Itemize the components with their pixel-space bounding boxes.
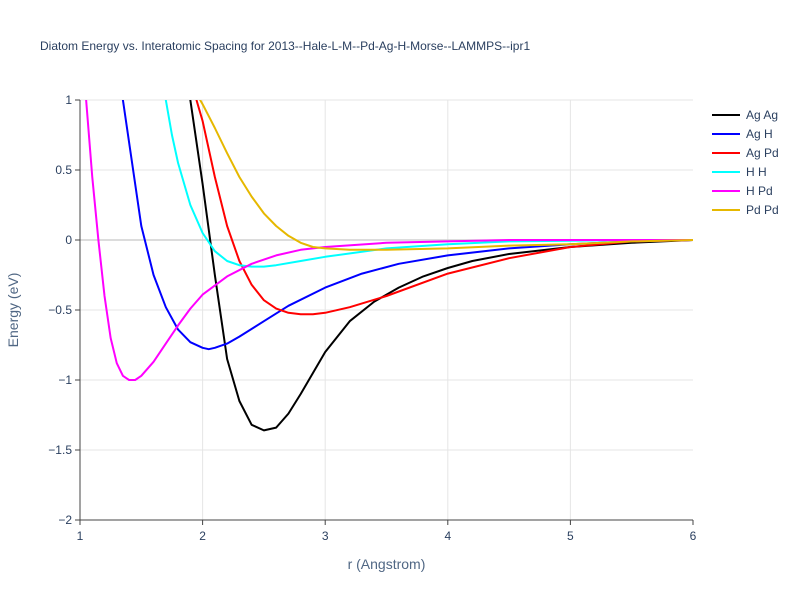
- legend-label-ag-ag: Ag Ag: [746, 108, 778, 122]
- y-tick-label-0: −2: [58, 513, 72, 527]
- series-line-h-h: [164, 100, 693, 268]
- series-line-h-pd: [85, 100, 693, 381]
- x-tick-label-0: 1: [77, 529, 84, 543]
- y-tick-label-3: −0.5: [48, 303, 72, 317]
- axis-layer: [75, 99, 694, 525]
- series-line-ag-pd: [195, 100, 693, 316]
- legend-label-ag-h: Ag H: [746, 127, 773, 141]
- series-line-ag-ag: [189, 100, 693, 432]
- x-axis-title: r (Angstrom): [348, 556, 426, 572]
- x-tick-label-1: 2: [199, 529, 206, 543]
- legend-label-h-pd: H Pd: [746, 184, 773, 198]
- series-line-ag-h: [121, 100, 693, 351]
- series-line-pd-pd: [199, 100, 693, 251]
- legend: Ag Ag Ag H Ag Pd H H H Pd Pd Pd: [712, 108, 779, 217]
- x-tick-label-3: 4: [444, 529, 451, 543]
- x-tick-label-5: 6: [690, 529, 697, 543]
- grid-layer: [80, 99, 693, 521]
- series-layer: [85, 100, 693, 432]
- y-tick-label-4: 0: [65, 233, 72, 247]
- y-tick-label-1: −1.5: [48, 443, 72, 457]
- y-tick-label-2: −1: [58, 373, 72, 387]
- legend-label-pd-pd: Pd Pd: [746, 203, 779, 217]
- y-axis-title: Energy (eV): [5, 273, 21, 348]
- tick-label-layer: 1 2 3 4 5 6 −2 −1.5 −1 −0.5 0 0.5 1: [48, 93, 696, 543]
- y-tick-label-6: 1: [65, 93, 72, 107]
- y-tick-label-5: 0.5: [55, 163, 72, 177]
- legend-label-h-h: H H: [746, 165, 767, 179]
- chart-title: Diatom Energy vs. Interatomic Spacing fo…: [40, 39, 530, 53]
- x-tick-label-4: 5: [567, 529, 574, 543]
- x-tick-label-2: 3: [322, 529, 329, 543]
- legend-label-ag-pd: Ag Pd: [746, 146, 779, 160]
